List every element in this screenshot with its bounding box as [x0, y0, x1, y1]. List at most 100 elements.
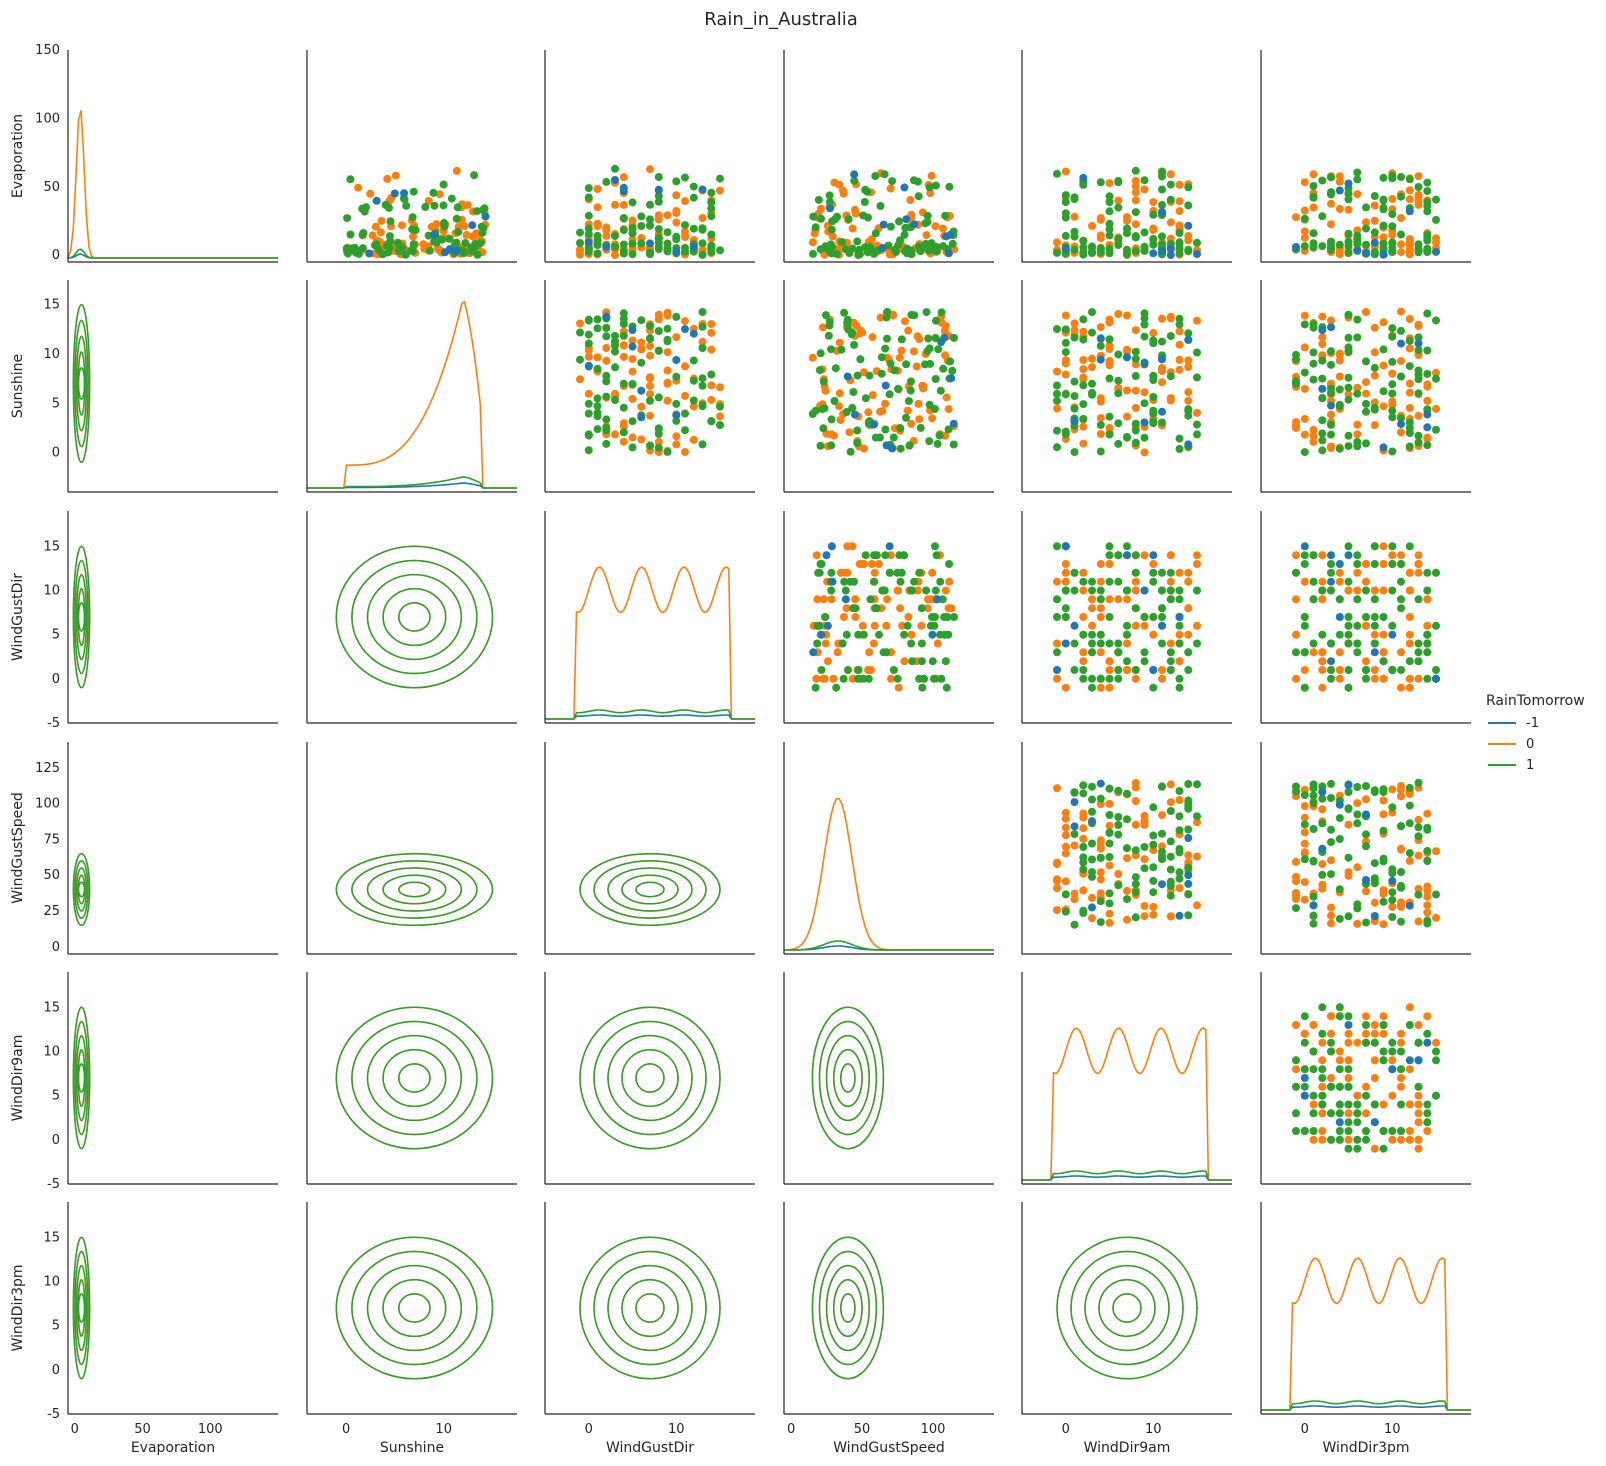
scatter-point: [1335, 1065, 1344, 1074]
scatter-point: [1300, 368, 1309, 377]
scatter-point: [372, 196, 381, 205]
y-tick-label: -5: [47, 716, 60, 731]
scatter-point: [1300, 828, 1309, 837]
scatter-point: [942, 683, 951, 692]
scatter-point: [1184, 232, 1193, 240]
scatter-point: [1131, 674, 1140, 683]
scatter-point: [1158, 201, 1166, 209]
scatter-point: [1158, 337, 1166, 346]
scatter-point: [584, 230, 593, 239]
scatter-point: [385, 232, 394, 241]
scatter-point: [1327, 856, 1335, 865]
scatter-point: [1175, 320, 1184, 329]
scatter-point: [1158, 855, 1166, 864]
scatter-point: [906, 196, 915, 204]
scatter-point: [1175, 586, 1184, 595]
scatter-point: [1318, 446, 1327, 455]
scatter-point: [1423, 1109, 1432, 1118]
scatter-point: [1105, 335, 1114, 344]
scatter-point: [628, 433, 637, 442]
scatter-point: [602, 344, 611, 352]
scatter-point: [932, 247, 941, 256]
scatter-point: [1140, 855, 1149, 864]
scatter-point: [1405, 1100, 1414, 1109]
scatter-point: [1166, 891, 1175, 900]
scatter-point: [829, 674, 838, 683]
scatter-point: [943, 613, 952, 621]
scatter-point: [1318, 1127, 1327, 1135]
scatter-point: [681, 325, 689, 334]
scatter-point: [1184, 825, 1193, 834]
scatter-point: [1123, 789, 1131, 798]
scatter-point: [938, 595, 947, 604]
scatter-point: [1140, 843, 1149, 851]
scatter-point: [885, 568, 894, 577]
scatter-point: [1123, 844, 1131, 853]
scatter-point: [351, 248, 360, 257]
scatter-point: [940, 327, 949, 335]
scatter-point: [1405, 1003, 1414, 1012]
scatter-point: [1088, 577, 1096, 586]
scatter-point: [1079, 657, 1088, 666]
scatter-point: [859, 630, 868, 639]
scatter-point: [1388, 621, 1397, 630]
scatter-point: [1379, 854, 1388, 863]
scatter-point: [1335, 1127, 1344, 1135]
scatter-point: [1131, 551, 1140, 560]
kde-contour: [335, 852, 494, 927]
scatter-point: [1061, 325, 1070, 334]
scatter-point: [1405, 542, 1414, 551]
scatter-point: [1370, 613, 1379, 621]
scatter-point: [1070, 639, 1079, 648]
scatter-point: [1344, 1029, 1353, 1038]
panel-sunshine-vs-windgustdir: [544, 280, 755, 493]
scatter-point: [1292, 378, 1300, 387]
kde-curve: [1022, 1175, 1232, 1181]
scatter-point: [896, 424, 905, 433]
scatter-point: [1061, 604, 1070, 613]
scatter-point: [848, 542, 857, 551]
scatter-point: [923, 347, 932, 356]
scatter-point: [409, 232, 417, 241]
scatter-point: [1070, 798, 1079, 807]
scatter-point: [1388, 1065, 1397, 1074]
x-tick-label: 10: [1145, 1422, 1162, 1437]
scatter-point: [698, 239, 707, 248]
scatter-point: [827, 542, 836, 551]
scatter-point: [907, 377, 915, 386]
scatter-point: [1397, 917, 1405, 926]
scatter-point: [1335, 400, 1344, 409]
scatter-point: [447, 194, 456, 203]
scatter-point: [1353, 190, 1362, 199]
scatter-point: [1061, 370, 1070, 379]
scatter-point: [1353, 904, 1362, 913]
panel-windgustdir-vs-winddir3pm: [1260, 511, 1471, 724]
scatter-point: [1327, 444, 1335, 452]
scatter-point: [1423, 892, 1432, 901]
scatter-point: [1309, 425, 1318, 434]
scatter-point: [1388, 1047, 1397, 1056]
scatter-point: [1388, 888, 1397, 897]
scatter-point: [1114, 881, 1123, 890]
scatter-point: [1335, 350, 1344, 359]
scatter-point: [1405, 586, 1414, 595]
scatter-point: [672, 191, 681, 200]
scatter-point: [394, 245, 403, 254]
panel-evaporation-vs-windgustdir: [544, 50, 755, 263]
scatter-point: [663, 239, 672, 248]
scatter-point: [1300, 666, 1309, 674]
scatter-point: [408, 213, 417, 222]
scatter-point: [1414, 248, 1423, 257]
scatter-point: [912, 362, 921, 371]
scatter-point: [916, 423, 925, 432]
scatter-point: [1379, 889, 1388, 898]
scatter-point: [1362, 621, 1370, 630]
scatter-point: [1175, 848, 1184, 857]
scatter-point: [663, 311, 672, 320]
scatter-point: [1423, 187, 1432, 196]
scatter-point: [1353, 819, 1362, 828]
scatter-point: [654, 191, 663, 200]
scatter-point: [1184, 363, 1193, 371]
kde-curve: [784, 940, 994, 951]
scatter-point: [1096, 843, 1105, 851]
